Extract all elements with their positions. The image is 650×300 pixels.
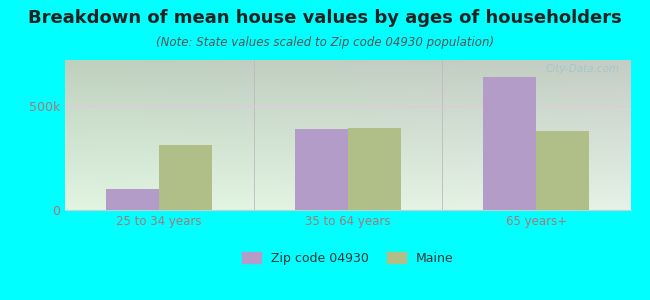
Text: City-Data.com: City-Data.com: [545, 64, 619, 74]
Bar: [348, 128, 400, 210]
Legend: Zip code 04930, Maine: Zip code 04930, Maine: [237, 247, 459, 270]
Text: (Note: State values scaled to Zip code 04930 population): (Note: State values scaled to Zip code 0…: [156, 36, 494, 49]
Bar: [295, 129, 348, 210]
Bar: [484, 77, 536, 210]
Bar: [536, 131, 589, 210]
Bar: [107, 189, 159, 210]
Text: Breakdown of mean house values by ages of householders: Breakdown of mean house values by ages o…: [28, 9, 622, 27]
Bar: [159, 146, 212, 210]
